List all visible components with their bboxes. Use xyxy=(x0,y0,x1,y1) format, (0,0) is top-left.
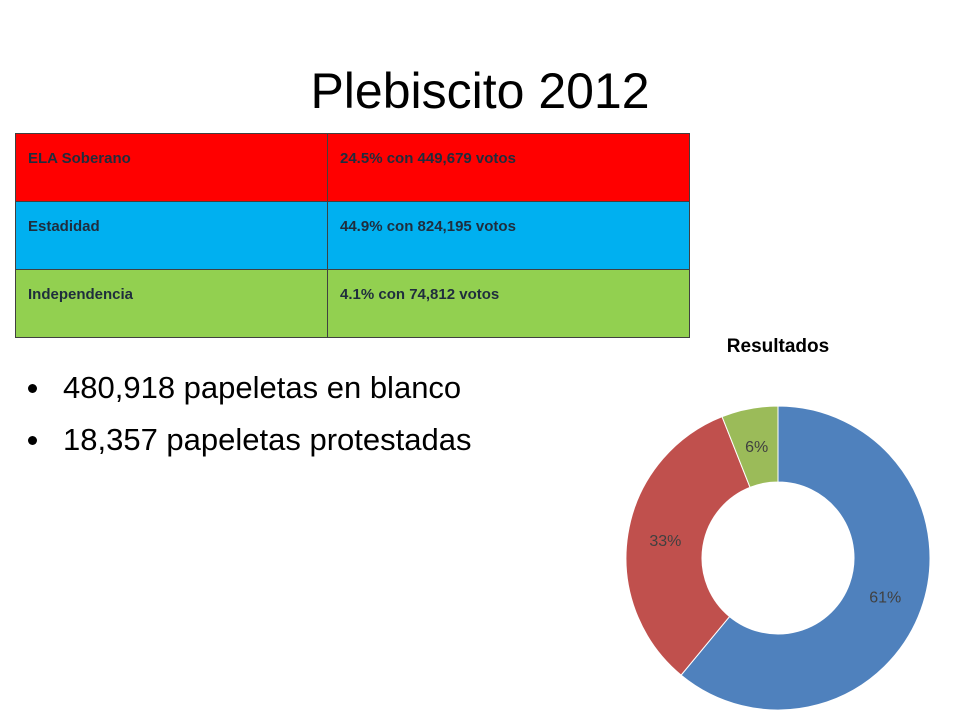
bullet-text: 480,918 papeletas en blanco xyxy=(63,370,462,405)
option-cell: Estadidad xyxy=(15,201,328,270)
option-cell: Independencia xyxy=(15,269,328,338)
table-row: ELA Soberano 24.5% con 449,679 votos xyxy=(15,133,690,202)
donut-slice xyxy=(680,405,931,711)
result-cell: 44.9% con 824,195 votos xyxy=(327,201,690,270)
donut-slice xyxy=(625,416,751,676)
donut-chart: 61% 33% 6% xyxy=(625,405,931,711)
result-cell: 4.1% con 74,812 votos xyxy=(327,269,690,338)
slice-label: 61% xyxy=(869,590,901,607)
slice-label: 33% xyxy=(649,533,681,550)
donut-slice xyxy=(721,405,779,488)
table-row: Estadidad 44.9% con 824,195 votos xyxy=(15,201,690,270)
slice-label: 6% xyxy=(745,439,768,456)
bullet-dot-icon xyxy=(28,436,37,445)
table-row: Independencia 4.1% con 74,812 votos xyxy=(15,269,690,338)
bullet-dot-icon xyxy=(28,384,37,393)
results-table: ELA Soberano 24.5% con 449,679 votos Est… xyxy=(15,133,690,338)
bullet-text: 18,357 papeletas protestadas xyxy=(63,422,472,457)
result-cell: 24.5% con 449,679 votos xyxy=(327,133,690,202)
bullet-list: 480,918 papeletas en blanco 18,357 papel… xyxy=(28,362,471,466)
slide-title: Plebiscito 2012 xyxy=(310,63,650,119)
chart-title: Resultados xyxy=(726,336,830,357)
option-cell: ELA Soberano xyxy=(15,133,328,202)
list-item: 480,918 papeletas en blanco xyxy=(28,362,471,414)
list-item: 18,357 papeletas protestadas xyxy=(28,414,471,466)
